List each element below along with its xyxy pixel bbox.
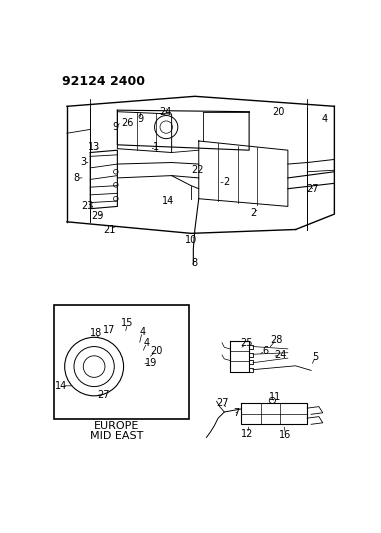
Text: 24: 24 [159,107,171,117]
Text: 4: 4 [144,338,150,348]
Text: MID EAST: MID EAST [90,431,143,441]
Text: 25: 25 [240,338,253,349]
Text: 23: 23 [82,201,94,212]
Text: 12: 12 [242,429,254,439]
Text: 16: 16 [279,430,292,440]
Text: 6: 6 [263,346,269,356]
Text: 27: 27 [306,184,319,193]
Text: 15: 15 [121,318,134,328]
Text: 29: 29 [91,212,103,221]
Text: 18: 18 [90,328,102,338]
Text: 4: 4 [139,327,145,337]
Text: 10: 10 [185,235,197,245]
Text: EUROPE: EUROPE [94,421,139,431]
Text: 9: 9 [113,122,119,132]
Text: 11: 11 [269,392,281,402]
Text: 8: 8 [192,257,198,268]
Text: 4: 4 [322,115,328,124]
Text: 17: 17 [103,325,116,335]
Text: 21: 21 [103,224,116,235]
Text: 24: 24 [274,350,286,360]
Text: 3: 3 [80,157,86,167]
Text: 7: 7 [233,408,239,418]
Text: 20: 20 [272,107,285,117]
Text: 27: 27 [216,398,228,408]
Text: 19: 19 [144,358,157,368]
Text: 20: 20 [150,346,162,356]
Text: 14: 14 [56,381,68,391]
Text: 13: 13 [88,142,100,152]
Text: 5: 5 [313,352,319,361]
Text: 9: 9 [138,115,144,124]
Text: 14: 14 [162,196,174,206]
Text: 22: 22 [191,165,203,175]
Text: 27: 27 [97,390,110,400]
Text: 28: 28 [270,335,282,345]
Text: 92124 2400: 92124 2400 [62,75,144,88]
Text: 2: 2 [223,177,229,187]
Text: 26: 26 [121,118,134,128]
Text: 2: 2 [250,207,256,217]
Bar [54,305,189,419]
Text: 8: 8 [73,173,79,183]
Text: 1: 1 [153,142,159,152]
